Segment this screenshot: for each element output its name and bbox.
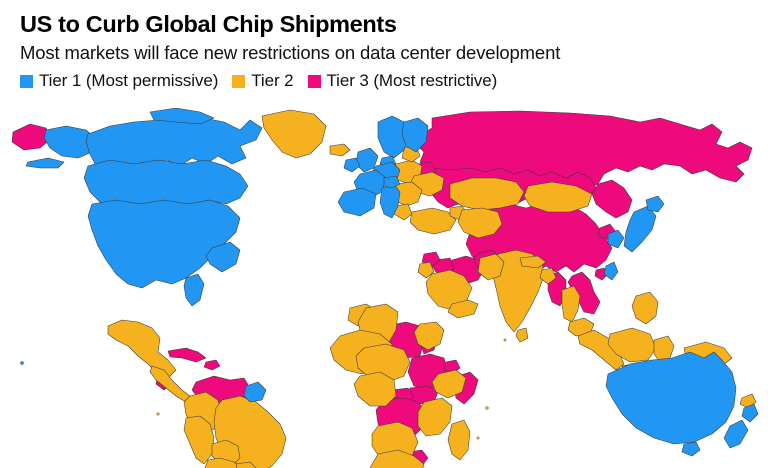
- region-us-east-coast[interactable]: [206, 242, 240, 272]
- region-new-zealand-south[interactable]: [724, 420, 748, 448]
- region-switzerland-austria[interactable]: [384, 176, 400, 188]
- region-spain-portugal[interactable]: [338, 188, 376, 216]
- legend-swatch-tier3: [307, 74, 321, 88]
- region-philippines[interactable]: [632, 292, 658, 324]
- region-borneo[interactable]: [608, 328, 656, 362]
- island-dot-mauritius: [476, 436, 480, 440]
- region-kenya-tanzania[interactable]: [418, 398, 452, 436]
- region-mongolia[interactable]: [524, 182, 592, 212]
- world-map[interactable]: [0, 108, 768, 468]
- region-japan[interactable]: [624, 206, 656, 252]
- region-alaska[interactable]: [44, 126, 98, 158]
- region-sahel[interactable]: [356, 344, 410, 382]
- legend-item-tier2[interactable]: Tier 2: [232, 71, 294, 91]
- region-chukotka-west[interactable]: [12, 124, 52, 150]
- legend-item-tier1[interactable]: Tier 1 (Most permissive): [20, 71, 218, 91]
- region-taiwan[interactable]: [604, 262, 618, 280]
- island-dots: [20, 338, 507, 440]
- region-ireland[interactable]: [344, 158, 360, 172]
- legend-item-tier3[interactable]: Tier 3 (Most restrictive): [307, 71, 498, 91]
- region-thailand[interactable]: [562, 286, 580, 322]
- region-yemen-oman[interactable]: [448, 300, 478, 318]
- island-dot-galapagos: [156, 412, 160, 416]
- legend-label-tier1: Tier 1 (Most permissive): [39, 71, 219, 90]
- region-nigeria-cameroon[interactable]: [354, 372, 396, 406]
- region-paraguay-uruguay[interactable]: [236, 462, 258, 468]
- region-us-florida[interactable]: [184, 274, 204, 306]
- legend-label-tier3: Tier 3 (Most restrictive): [326, 71, 498, 90]
- region-aleutians[interactable]: [26, 158, 64, 168]
- region-cuba[interactable]: [168, 348, 206, 362]
- region-canada-arctic-islands[interactable]: [150, 108, 214, 124]
- region-mexico[interactable]: [108, 320, 176, 378]
- region-new-zealand-north[interactable]: [742, 404, 758, 422]
- legend-swatch-tier2: [232, 74, 246, 88]
- region-sri-lanka[interactable]: [516, 328, 528, 342]
- region-united-states[interactable]: [88, 200, 240, 288]
- legend: Tier 1 (Most permissive) Tier 2 Tier 3 (…: [20, 71, 768, 91]
- legend-label-tier2: Tier 2: [251, 71, 294, 90]
- region-southern-africa[interactable]: [370, 450, 424, 468]
- region-pakistan[interactable]: [478, 254, 504, 280]
- region-group-tier1: [26, 108, 758, 456]
- region-egypt[interactable]: [414, 322, 444, 350]
- island-dot-indian-ocean: [485, 406, 489, 410]
- region-turkey[interactable]: [410, 208, 456, 234]
- region-ecuador-peru[interactable]: [184, 416, 214, 464]
- region-tasmania[interactable]: [682, 442, 700, 456]
- region-iceland[interactable]: [330, 144, 350, 156]
- region-norway-sweden[interactable]: [378, 116, 410, 158]
- page-subtitle: Most markets will face new restrictions …: [20, 42, 561, 63]
- legend-swatch-tier1: [20, 74, 33, 88]
- island-dot-atlantic: [20, 361, 24, 365]
- region-israel-jordan[interactable]: [418, 262, 434, 278]
- region-nepal-bhutan[interactable]: [520, 256, 546, 268]
- region-ethiopia[interactable]: [432, 370, 466, 398]
- page-title: US to Curb Global Chip Shipments: [20, 11, 397, 37]
- world-map-container: [0, 108, 768, 468]
- region-sumatra[interactable]: [578, 330, 624, 370]
- region-south-korea[interactable]: [608, 230, 624, 248]
- region-bangladesh[interactable]: [540, 268, 556, 284]
- region-haiti[interactable]: [204, 360, 220, 370]
- region-madagascar[interactable]: [448, 420, 470, 460]
- region-central-asia[interactable]: [458, 208, 502, 238]
- region-russia-far-east[interactable]: [592, 180, 632, 218]
- region-kazakhstan[interactable]: [450, 178, 524, 210]
- island-dot-maldives: [503, 338, 507, 342]
- region-greenland[interactable]: [262, 110, 326, 158]
- region-australia[interactable]: [606, 352, 736, 444]
- header: US to Curb Global Chip Shipments Most ma…: [0, 0, 768, 91]
- region-finland[interactable]: [402, 118, 428, 152]
- region-guyana-suriname[interactable]: [244, 382, 266, 402]
- region-japan-hokkaido[interactable]: [646, 196, 664, 212]
